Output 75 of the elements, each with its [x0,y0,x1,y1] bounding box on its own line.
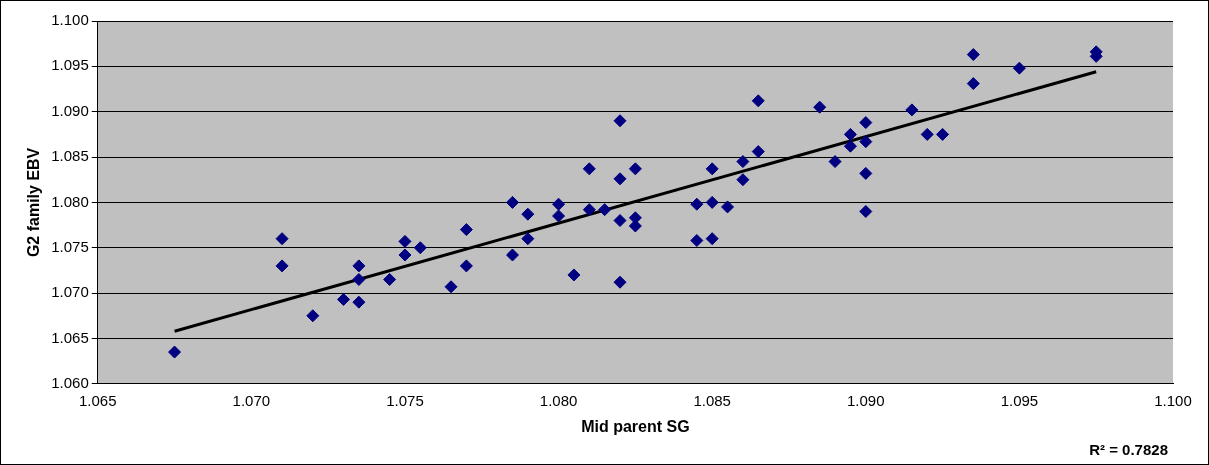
y-tick-label: 1.080 [51,192,89,210]
x-tick-label: 1.090 [847,391,885,409]
point [966,77,980,91]
point [736,173,750,187]
point [521,232,535,246]
point [966,48,980,62]
point [383,273,397,286]
x-tick-label: 1.070 [232,391,271,409]
y-tick-label: 1.075 [51,237,89,255]
point [552,209,566,223]
y-tick-label: 1.100 [51,11,89,29]
point [751,145,765,159]
point [613,214,627,228]
point [352,295,366,309]
point [352,259,366,273]
point [413,241,427,255]
x-tick-label: 1.065 [78,391,117,409]
point [1012,61,1026,75]
point [337,292,351,306]
y-tick-label: 1.085 [51,147,89,165]
x-axis-title: Mid parent SG [581,417,690,435]
point [582,203,596,217]
point [444,280,458,294]
y-tick-label: 1.070 [51,283,89,301]
point [690,197,704,211]
point [459,223,473,237]
point [459,259,473,273]
point [859,116,873,130]
point [936,127,950,141]
point [613,172,627,186]
point [905,103,919,117]
x-tick-label: 1.075 [386,391,424,409]
point [275,259,289,273]
y-tick-label: 1.090 [51,101,89,119]
point [859,204,873,218]
point [628,219,642,233]
text: R² = 0.7828 [1089,441,1168,458]
point [552,197,566,211]
y-tick-label: 1.065 [51,328,89,346]
point [690,233,704,247]
point [613,275,627,289]
point [521,207,535,221]
point [352,273,366,286]
x-tick-label: 1.085 [693,391,731,409]
y-tick-label: 1.060 [51,373,89,391]
point [598,203,612,217]
point [843,139,857,153]
point [843,127,857,141]
point [751,94,765,108]
point [306,309,320,323]
point [398,234,412,248]
point [567,268,581,282]
point [505,248,519,262]
point [705,232,719,246]
y-axis-title: G2 family EBV [25,147,43,258]
point [398,248,412,262]
point [828,155,842,169]
x-tick-label: 1.100 [1154,391,1192,409]
y-tick-label: 1.095 [51,56,89,74]
point [736,155,750,169]
point [613,114,627,128]
point [813,100,827,114]
point [705,195,719,209]
point [721,200,735,214]
point [628,162,642,176]
point [168,345,182,359]
point [859,135,873,149]
point [859,166,873,180]
point [582,162,596,176]
point [275,232,289,246]
point [705,162,719,176]
x-tick-label: 1.095 [1000,391,1039,409]
point [920,127,934,141]
x-tick-label: 1.080 [539,391,578,409]
point [505,195,519,209]
